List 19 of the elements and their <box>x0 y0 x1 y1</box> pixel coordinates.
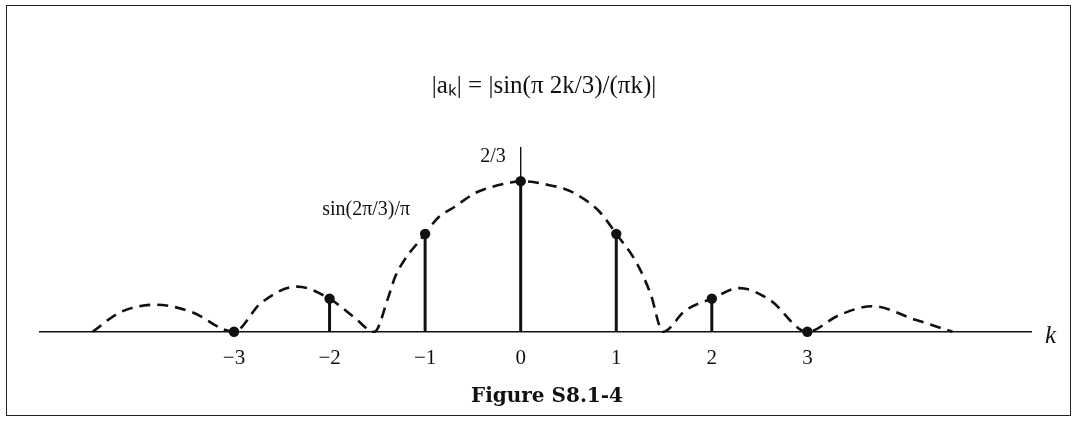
point <box>228 326 240 337</box>
point <box>611 228 622 240</box>
point <box>706 293 718 304</box>
x-tick-label: −3 <box>222 344 246 369</box>
x-tick-label: 3 <box>802 344 813 369</box>
chart-title: |aₖ| = |sin(π 2k/3)/(πk)| <box>431 71 657 99</box>
x-tick-label: 1 <box>611 344 622 369</box>
caption: Figure S8.1-4 <box>470 383 624 407</box>
annotation: 2/3 <box>480 144 506 167</box>
point <box>324 293 335 304</box>
x-tick-label: −2 <box>318 344 341 369</box>
annotation: sin(2π/3)/π <box>322 196 411 219</box>
x-tick-label: 0 <box>515 344 526 369</box>
point <box>802 326 813 337</box>
point <box>515 175 526 187</box>
x-axis-title: k <box>1045 321 1057 349</box>
x-tick-label: −1 <box>413 344 437 369</box>
point <box>419 228 431 240</box>
x-tick-label: 2 <box>706 344 718 369</box>
